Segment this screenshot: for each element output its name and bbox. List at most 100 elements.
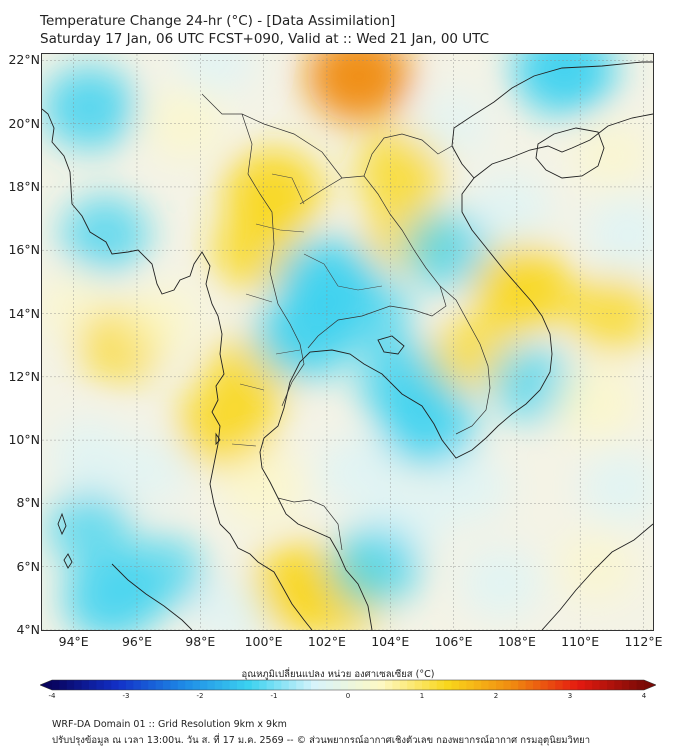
colorbar-segment [570, 680, 578, 690]
colorbar-segment [444, 680, 453, 690]
anomaly-blob-30 [429, 452, 510, 523]
map-panel[interactable] [41, 53, 654, 631]
colorbar-tick-label: -1 [270, 692, 278, 700]
anomaly-blob-45 [192, 579, 271, 630]
footer-model-info: WRF-DA Domain 01 :: Grid Resolution 9km … [52, 719, 287, 730]
anomaly-blob-7 [46, 490, 133, 567]
colorbar-segment [555, 680, 564, 690]
anomaly-blob-42 [581, 452, 653, 523]
colorbar-segment [185, 680, 194, 690]
colorbar-segment [325, 680, 334, 690]
colorbar-segment [207, 680, 216, 690]
hainan-island [535, 127, 605, 179]
anomaly-blob-38 [573, 121, 650, 189]
lat-label: 12°N [8, 368, 40, 384]
colorbar-segment [355, 680, 364, 690]
colorbar-segment [533, 680, 541, 690]
anomaly-blob-41 [554, 364, 639, 440]
anomaly-blob-36 [470, 173, 551, 245]
thai-laos-cambodia-border [299, 175, 447, 349]
colorbar-tick-label: -2 [196, 692, 204, 700]
colorbar-segment [473, 680, 482, 690]
colorbar-segment [584, 680, 593, 690]
colorbar-segment [66, 680, 75, 690]
lat-label: 18°N [8, 178, 40, 194]
anomaly-blob-26 [380, 381, 477, 467]
colorbar-segment [503, 680, 512, 690]
colorbar-segment [525, 680, 534, 690]
colorbar-segment [89, 680, 97, 690]
anomaly-blob-33 [473, 243, 574, 333]
colorbar [40, 679, 656, 691]
colorbar-segment [636, 680, 645, 690]
colorbar-segment [281, 680, 290, 690]
colorbar-tick-label: 1 [419, 692, 425, 700]
colorbar-segment [459, 680, 467, 690]
anomaly-blob-44 [461, 547, 542, 618]
colorbar-segment [592, 680, 601, 690]
colorbar-segment [451, 680, 460, 690]
colorbar-segment [126, 680, 134, 690]
colorbar-segment [333, 680, 342, 690]
lon-label: 110°E [561, 634, 600, 649]
lon-label: 104°E [371, 634, 410, 649]
colorbar-segment [466, 680, 475, 690]
colorbar-segment [303, 680, 312, 690]
andaman-islands [57, 432, 221, 569]
colorbar-segment [385, 680, 393, 690]
lon-label: 100°E [244, 634, 283, 649]
anomaly-blob-10 [144, 88, 225, 160]
anomaly-blob-0 [42, 66, 137, 150]
colorbar-segment [488, 680, 497, 690]
colorbar-segment [481, 680, 490, 690]
lon-label: 112°E [624, 634, 663, 649]
colorbar-segment [414, 680, 423, 690]
colorbar-segment [607, 680, 615, 690]
colorbar-segment [103, 680, 112, 690]
colorbar-segment [244, 680, 253, 690]
colorbar-segment [296, 680, 305, 690]
anomaly-blob-11 [177, 54, 256, 95]
colorbar-segment [59, 680, 68, 690]
colorbar-segment [222, 680, 231, 690]
colorbar-segment [118, 680, 127, 690]
colorbar-segment [96, 680, 105, 690]
anomaly-blob-4 [122, 284, 203, 356]
myanmar-coast [42, 108, 225, 525]
colorbar-tick-label: -3 [122, 692, 130, 700]
lat-label: 16°N [8, 242, 40, 258]
gulf-and-vietnam-coast [259, 113, 653, 630]
map-title: Temperature Change 24-hr (°C) - [Data As… [40, 12, 489, 48]
colorbar-segment [377, 680, 386, 690]
lat-label: 14°N [8, 305, 40, 321]
colorbar-tick-label: 2 [493, 692, 499, 700]
colorbar-segment [599, 680, 608, 690]
anomaly-blob-27 [317, 435, 400, 509]
lat-label: 4°N [16, 622, 40, 637]
title-line-1: Temperature Change 24-hr (°C) - [Data As… [40, 13, 396, 29]
colorbar-segment [562, 680, 571, 690]
colorbar-segment [155, 680, 164, 690]
colorbar-min-arrow [40, 680, 52, 690]
lon-label: 94°E [58, 634, 89, 649]
thai-myanmar-border [241, 113, 305, 407]
colorbar-segment [318, 680, 327, 690]
colorbar-segment [614, 680, 623, 690]
coastlines-and-borders [42, 61, 653, 630]
colorbar-segment [547, 680, 556, 690]
colorbar-segment [52, 680, 60, 690]
colorbar-max-arrow [644, 680, 656, 690]
title-line-2: Saturday 17 Jan, 06 UTC FCST+090, Valid … [40, 31, 490, 47]
colorbar-segment [259, 680, 268, 690]
anomaly-blob-6 [114, 438, 191, 506]
colorbar-segment [274, 680, 282, 690]
colorbar-segment [177, 680, 186, 690]
colorbar-segment [540, 680, 549, 690]
lon-label: 108°E [497, 634, 536, 649]
colorbar-segment [214, 680, 223, 690]
colorbar-tick-label: 0 [345, 692, 351, 700]
colorbar-segment [510, 680, 519, 690]
colorbar-segment [81, 680, 90, 690]
temperature-map [42, 54, 653, 630]
colorbar-tick-label: -4 [48, 692, 56, 700]
